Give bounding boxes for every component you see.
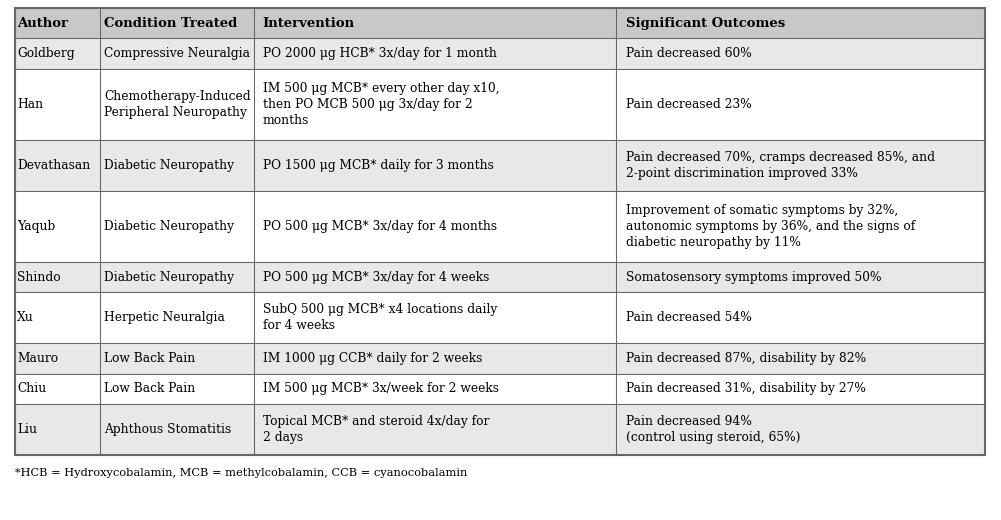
Bar (253, 69, 617, 140)
Text: Pain decreased 94%
(control using steroid, 65%): Pain decreased 94% (control using steroi… (626, 415, 800, 444)
Text: Han: Han (17, 98, 43, 111)
Text: PO 2000 μg HCB* 3x/day for 1 month: PO 2000 μg HCB* 3x/day for 1 month (262, 47, 496, 60)
Bar (617, 191, 985, 262)
Bar (100, 38, 253, 69)
Text: Improvement of somatic symptoms by 32%,
autonomic symptoms by 36%, and the signs: Improvement of somatic symptoms by 32%, … (626, 204, 915, 249)
Text: Liu: Liu (17, 423, 37, 436)
Bar (253, 262, 617, 292)
Text: Chiu: Chiu (17, 383, 46, 396)
Bar (617, 140, 985, 191)
Bar (253, 343, 617, 374)
Bar (100, 191, 253, 262)
Bar (15, 191, 100, 262)
Text: SubQ 500 μg MCB* x4 locations daily
for 4 weeks: SubQ 500 μg MCB* x4 locations daily for … (262, 303, 496, 332)
Text: IM 500 μg MCB* 3x/week for 2 weeks: IM 500 μg MCB* 3x/week for 2 weeks (262, 383, 498, 396)
Bar (15, 343, 100, 374)
Text: Compressive Neuralgia: Compressive Neuralgia (104, 47, 250, 60)
Text: Mauro: Mauro (17, 352, 58, 365)
Text: Yaqub: Yaqub (17, 220, 55, 233)
Text: IM 1000 μg CCB* daily for 2 weeks: IM 1000 μg CCB* daily for 2 weeks (262, 352, 482, 365)
Bar (100, 69, 253, 140)
Bar (617, 343, 985, 374)
Bar (15, 69, 100, 140)
Text: Low Back Pain: Low Back Pain (104, 383, 195, 396)
Bar (100, 262, 253, 292)
Text: Goldberg: Goldberg (17, 47, 75, 60)
Bar (100, 292, 253, 343)
Bar (100, 343, 253, 374)
Text: Diabetic Neuropathy: Diabetic Neuropathy (104, 220, 234, 233)
Text: Chemotherapy-Induced
Peripheral Neuropathy: Chemotherapy-Induced Peripheral Neuropat… (104, 90, 251, 119)
Text: Author: Author (17, 17, 68, 30)
Text: Condition Treated: Condition Treated (104, 17, 237, 30)
Text: Significant Outcomes: Significant Outcomes (626, 17, 785, 30)
Bar (253, 140, 617, 191)
Text: Shindo: Shindo (17, 271, 61, 284)
Text: Intervention: Intervention (262, 17, 354, 30)
Bar (100, 140, 253, 191)
Bar (15, 8, 985, 455)
Bar (100, 8, 253, 38)
Bar (100, 404, 253, 455)
Bar (100, 374, 253, 404)
Text: Devathasan: Devathasan (17, 159, 90, 172)
Text: Topical MCB* and steroid 4x/day for
2 days: Topical MCB* and steroid 4x/day for 2 da… (262, 415, 489, 444)
Bar (15, 262, 100, 292)
Text: Aphthous Stomatitis: Aphthous Stomatitis (104, 423, 231, 436)
Bar (253, 38, 617, 69)
Bar (253, 292, 617, 343)
Text: PO 500 μg MCB* 3x/day for 4 weeks: PO 500 μg MCB* 3x/day for 4 weeks (262, 271, 489, 284)
Text: Pain decreased 54%: Pain decreased 54% (626, 311, 752, 324)
Text: Pain decreased 31%, disability by 27%: Pain decreased 31%, disability by 27% (626, 383, 866, 396)
Bar (15, 292, 100, 343)
Bar (617, 38, 985, 69)
Bar (617, 69, 985, 140)
Bar (15, 8, 100, 38)
Bar (15, 404, 100, 455)
Bar (253, 374, 617, 404)
Text: Xu: Xu (17, 311, 34, 324)
Bar (253, 404, 617, 455)
Bar (617, 292, 985, 343)
Text: Pain decreased 60%: Pain decreased 60% (626, 47, 752, 60)
Text: Pain decreased 23%: Pain decreased 23% (626, 98, 752, 111)
Text: Diabetic Neuropathy: Diabetic Neuropathy (104, 159, 234, 172)
Bar (617, 374, 985, 404)
Bar (15, 140, 100, 191)
Text: *HCB = Hydroxycobalamin, MCB = methylcobalamin, CCB = cyanocobalamin: *HCB = Hydroxycobalamin, MCB = methylcob… (15, 468, 467, 478)
Bar (15, 374, 100, 404)
Text: Low Back Pain: Low Back Pain (104, 352, 195, 365)
Bar (617, 8, 985, 38)
Bar (253, 8, 617, 38)
Text: Pain decreased 70%, cramps decreased 85%, and
2-point discrimination improved 33: Pain decreased 70%, cramps decreased 85%… (626, 151, 935, 180)
Text: Diabetic Neuropathy: Diabetic Neuropathy (104, 271, 234, 284)
Text: PO 1500 μg MCB* daily for 3 months: PO 1500 μg MCB* daily for 3 months (262, 159, 493, 172)
Bar (15, 38, 100, 69)
Text: Herpetic Neuralgia: Herpetic Neuralgia (104, 311, 225, 324)
Text: Pain decreased 87%, disability by 82%: Pain decreased 87%, disability by 82% (626, 352, 866, 365)
Text: IM 500 μg MCB* every other day x10,
then PO MCB 500 μg 3x/day for 2
months: IM 500 μg MCB* every other day x10, then… (262, 82, 499, 127)
Text: PO 500 μg MCB* 3x/day for 4 months: PO 500 μg MCB* 3x/day for 4 months (262, 220, 496, 233)
Bar (617, 262, 985, 292)
Bar (253, 191, 617, 262)
Text: Somatosensory symptoms improved 50%: Somatosensory symptoms improved 50% (626, 271, 881, 284)
Bar (617, 404, 985, 455)
